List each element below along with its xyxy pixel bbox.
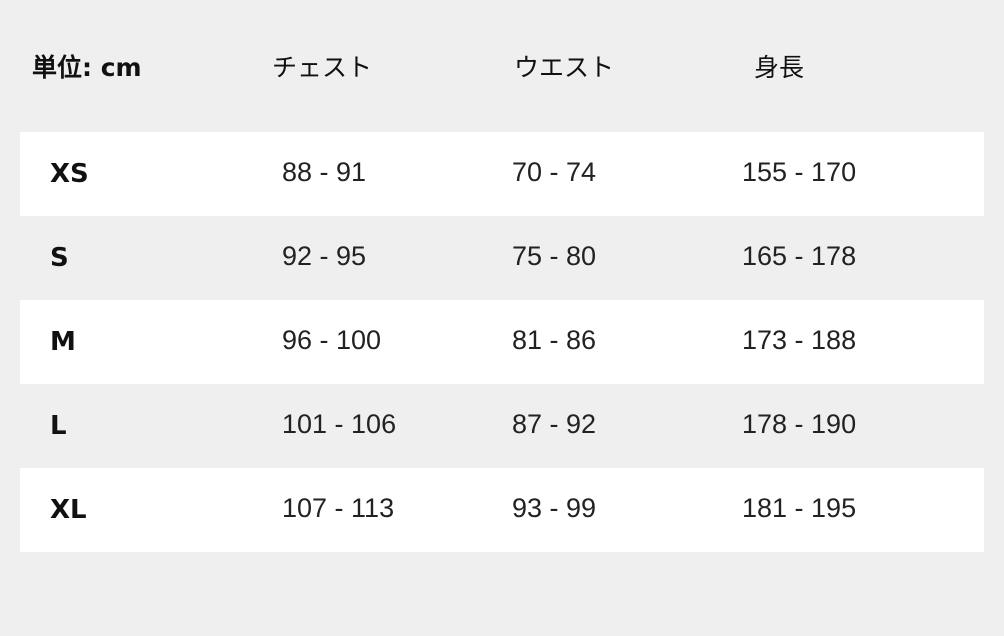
waist-value: 93 - 99 bbox=[512, 493, 597, 523]
table-row: L 101 - 106 87 - 92 178 - 190 bbox=[20, 384, 984, 468]
column-header-height: 身長 bbox=[754, 53, 805, 82]
chest-value: 88 - 91 bbox=[282, 157, 367, 187]
size-label: L bbox=[50, 411, 67, 441]
height-value: 173 - 188 bbox=[742, 325, 857, 355]
height-value: 165 - 178 bbox=[742, 241, 857, 271]
size-label: S bbox=[50, 243, 69, 273]
waist-value: 70 - 74 bbox=[512, 157, 597, 187]
size-label: XS bbox=[50, 159, 89, 189]
table-row: XL 107 - 113 93 - 99 181 - 195 bbox=[20, 468, 984, 552]
table-header: 単位: cm チェスト ウエスト 身長 bbox=[0, 50, 1004, 90]
size-table: XS 88 - 91 70 - 74 155 - 170 S 92 - 95 7… bbox=[20, 132, 984, 552]
chest-value: 107 - 113 bbox=[282, 493, 395, 523]
unit-label: 単位: cm bbox=[32, 53, 142, 82]
waist-value: 81 - 86 bbox=[512, 325, 597, 355]
chest-value: 92 - 95 bbox=[282, 241, 367, 271]
size-label: M bbox=[50, 327, 76, 357]
column-header-chest: チェスト bbox=[272, 53, 373, 82]
table-row: S 92 - 95 75 - 80 165 - 178 bbox=[20, 216, 984, 300]
column-header-waist: ウエスト bbox=[514, 53, 615, 82]
height-value: 178 - 190 bbox=[742, 409, 857, 439]
waist-value: 75 - 80 bbox=[512, 241, 597, 271]
height-value: 155 - 170 bbox=[742, 157, 857, 187]
height-value: 181 - 195 bbox=[742, 493, 857, 523]
chest-value: 96 - 100 bbox=[282, 325, 382, 355]
table-row: M 96 - 100 81 - 86 173 - 188 bbox=[20, 300, 984, 384]
table-row: XS 88 - 91 70 - 74 155 - 170 bbox=[20, 132, 984, 216]
chest-value: 101 - 106 bbox=[282, 409, 397, 439]
size-label: XL bbox=[50, 495, 87, 525]
waist-value: 87 - 92 bbox=[512, 409, 597, 439]
